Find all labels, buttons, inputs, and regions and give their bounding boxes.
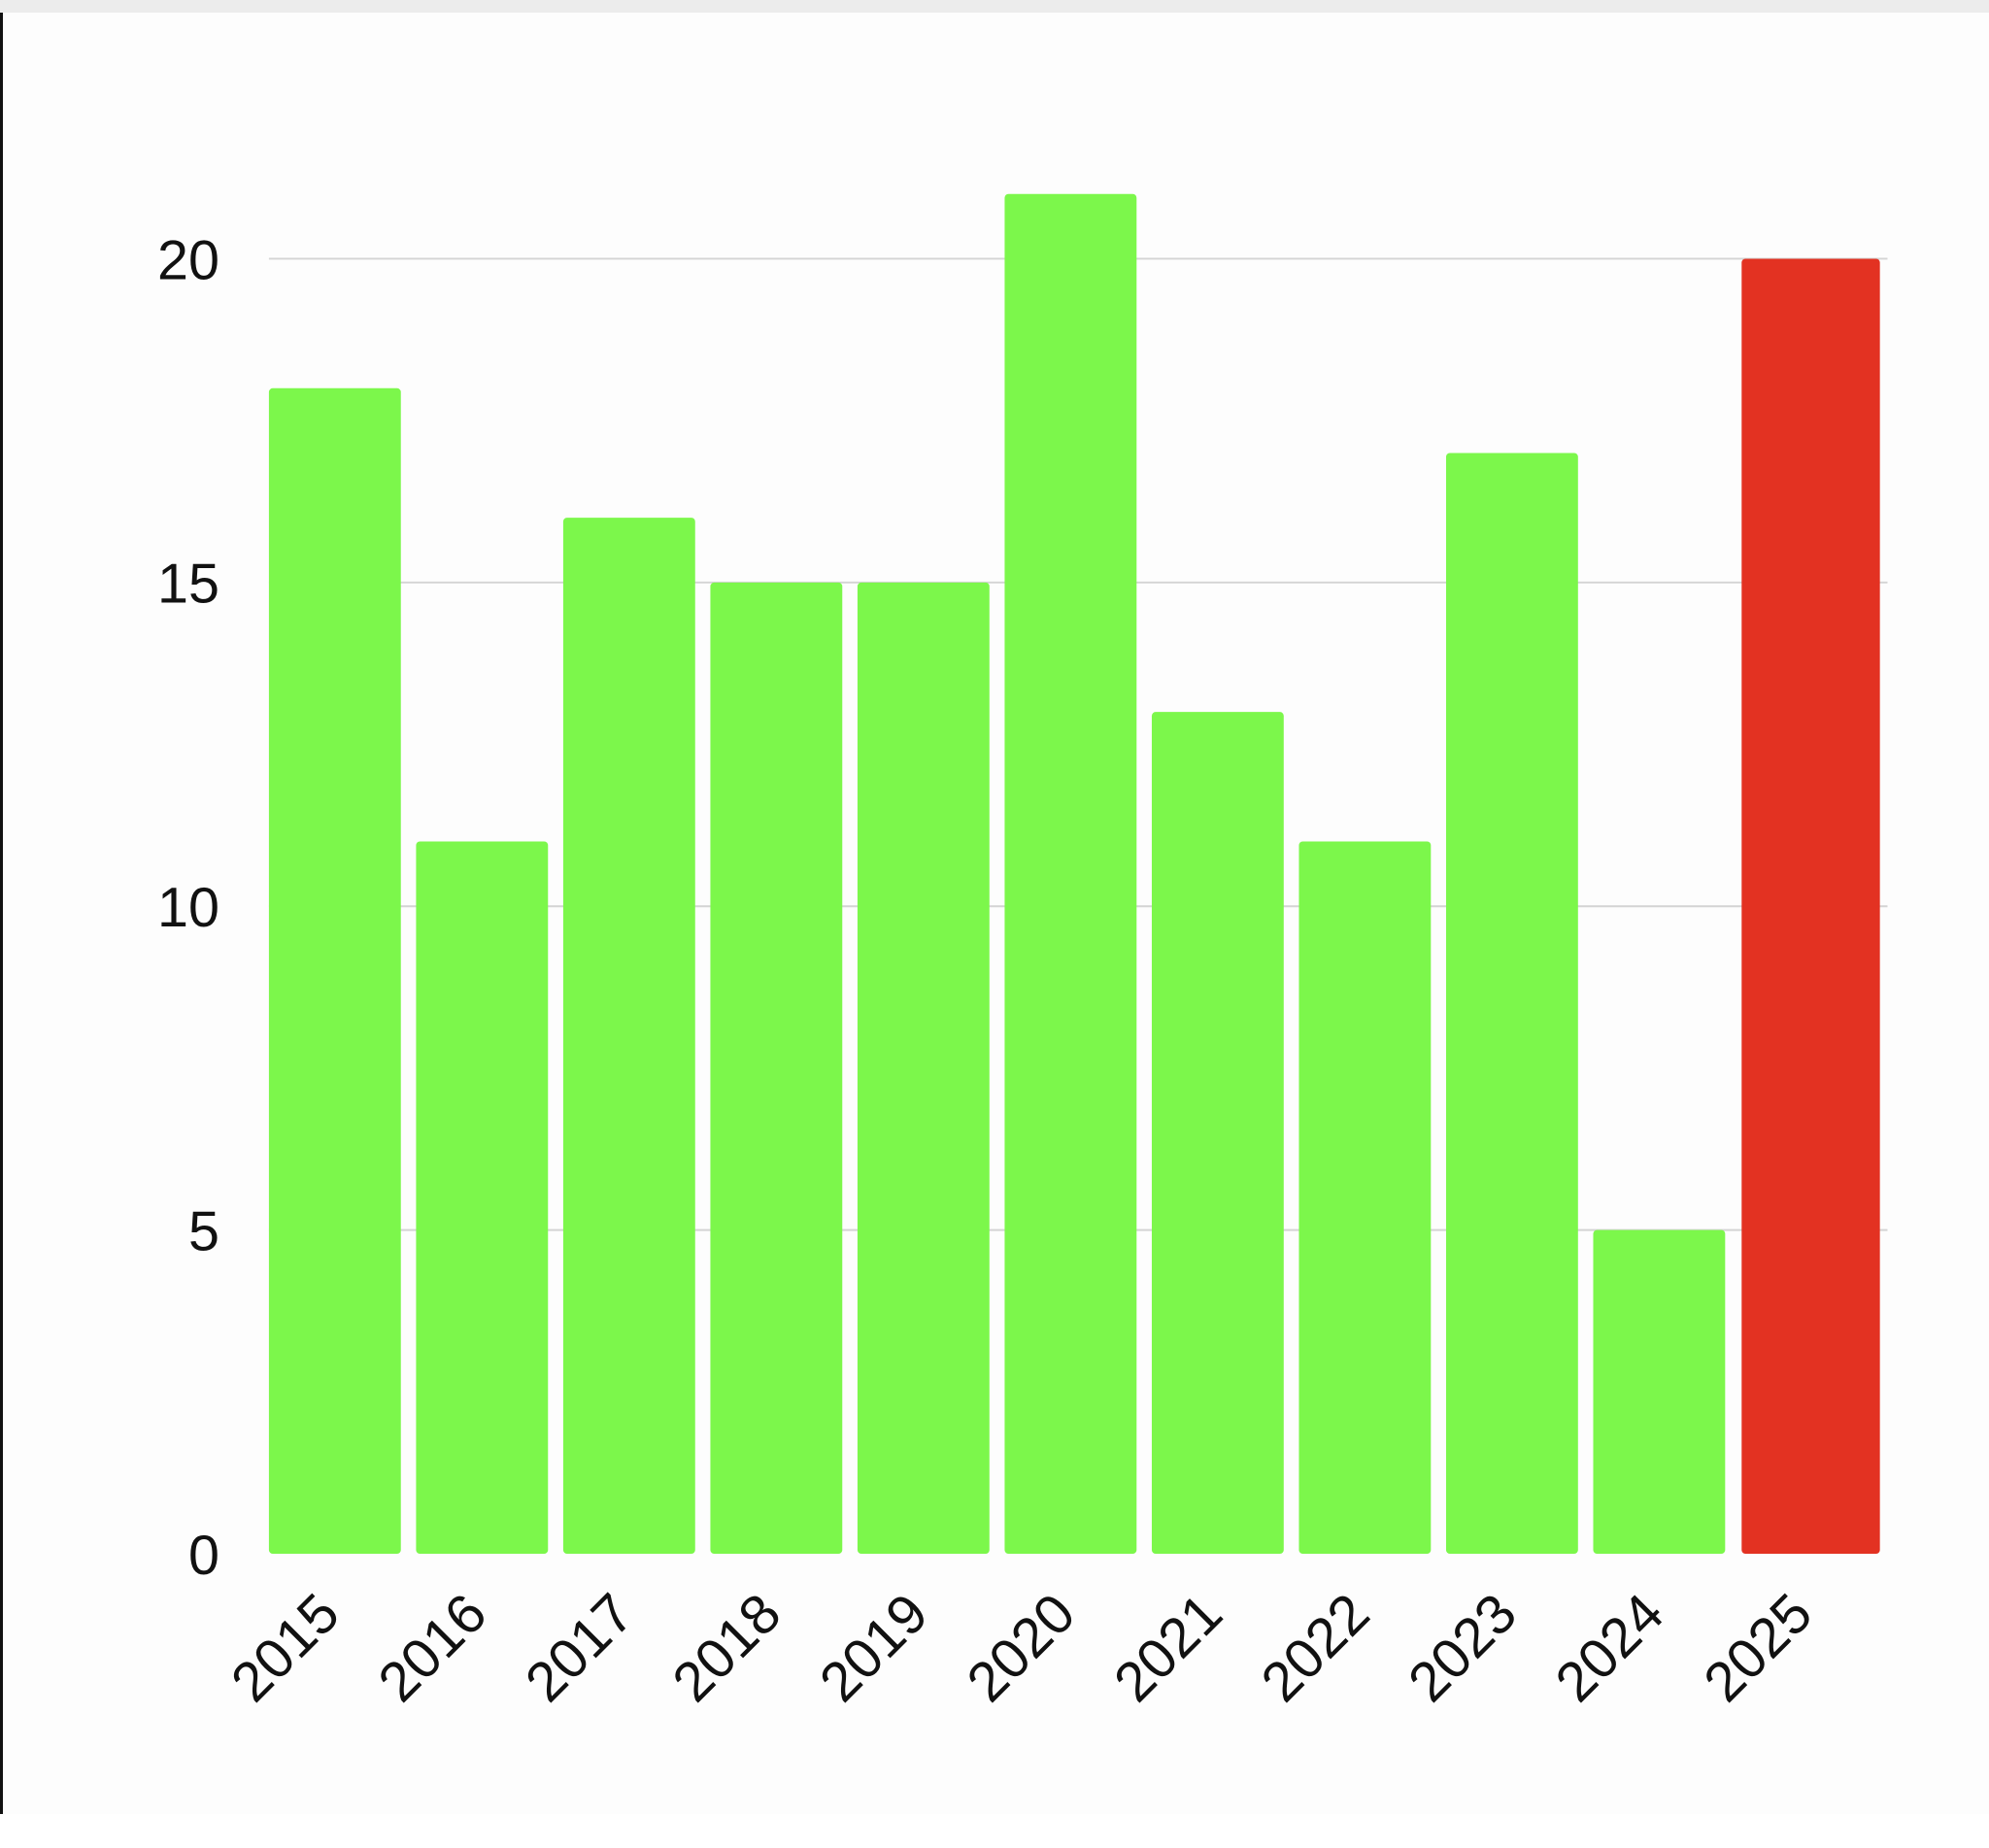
bar-2023 [1445, 453, 1578, 1554]
bar-2017 [562, 518, 695, 1554]
x-tick-label: 2024 [1544, 1582, 1676, 1714]
y-tick-label: 0 [188, 1525, 219, 1587]
bar-2018 [710, 582, 843, 1554]
bar-2022 [1298, 841, 1432, 1554]
y-tick-label: 10 [157, 877, 219, 939]
x-tick-label: 2016 [367, 1582, 499, 1714]
x-tick-label: 2015 [219, 1582, 352, 1714]
x-tick-label: 2017 [514, 1582, 646, 1714]
y-tick-labels: 0 5 10 15 20 [157, 229, 219, 1587]
x-tick-label: 2019 [808, 1582, 940, 1714]
y-tick-label: 20 [157, 229, 219, 291]
x-tick-label: 2022 [1250, 1582, 1382, 1714]
bars [268, 193, 1880, 1554]
x-tick-label: 2023 [1397, 1582, 1529, 1714]
x-tick-labels: 2015 2016 2017 2018 2019 2020 2021 2022 2023 2024… [219, 1582, 1824, 1714]
top-band [0, 0, 1989, 13]
bar-2019 [857, 582, 990, 1554]
x-tick-label: 2025 [1693, 1582, 1825, 1714]
x-tick-label: 2018 [661, 1582, 793, 1714]
bar-2024 [1593, 1229, 1726, 1554]
bar-2016 [416, 841, 549, 1554]
bar-2021 [1151, 712, 1284, 1554]
bar-2020 [1004, 193, 1137, 1554]
x-tick-label: 2021 [1102, 1582, 1234, 1714]
bar-2025 [1741, 258, 1880, 1554]
x-tick-label: 2020 [956, 1582, 1088, 1714]
y-tick-label: 15 [157, 554, 219, 616]
bar-2015 [268, 387, 401, 1554]
y-tick-label: 5 [188, 1200, 219, 1262]
